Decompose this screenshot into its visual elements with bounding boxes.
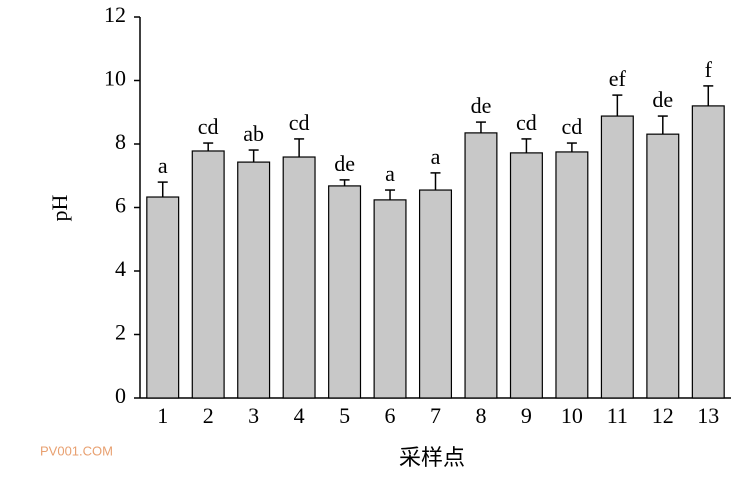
y-tick-label: 6 bbox=[115, 193, 126, 218]
x-tick-label: 7 bbox=[430, 403, 441, 428]
y-tick-label: 4 bbox=[115, 256, 126, 281]
y-axis-label: pH bbox=[47, 194, 72, 221]
significance-letter: cd bbox=[198, 114, 219, 139]
significance-letter: a bbox=[385, 161, 395, 186]
x-tick-label: 8 bbox=[475, 403, 486, 428]
significance-letter: ab bbox=[243, 121, 264, 146]
x-axis-label: 采样点 bbox=[399, 445, 465, 470]
bar bbox=[328, 185, 362, 399]
significance-letter: cd bbox=[289, 110, 310, 135]
bar bbox=[373, 199, 407, 399]
bar bbox=[237, 161, 271, 399]
y-tick-label: 8 bbox=[115, 129, 126, 154]
x-tick-label: 11 bbox=[607, 403, 628, 428]
significance-letter: a bbox=[158, 153, 168, 178]
bar bbox=[509, 152, 543, 399]
y-tick-label: 12 bbox=[104, 2, 126, 27]
y-tick-label: 0 bbox=[115, 383, 126, 408]
significance-letter: de bbox=[652, 87, 673, 112]
bar bbox=[146, 196, 180, 399]
bar bbox=[464, 132, 498, 399]
x-tick-label: 13 bbox=[697, 403, 719, 428]
x-tick-label: 5 bbox=[339, 403, 350, 428]
y-tick-label: 10 bbox=[104, 66, 126, 91]
bar bbox=[646, 133, 680, 399]
bar bbox=[600, 115, 634, 399]
bar bbox=[418, 189, 453, 399]
significance-letter: f bbox=[705, 57, 713, 82]
bar bbox=[691, 105, 725, 399]
x-tick-label: 10 bbox=[561, 403, 583, 428]
x-tick-label: 9 bbox=[521, 403, 532, 428]
x-tick-label: 3 bbox=[248, 403, 259, 428]
x-tick-label: 2 bbox=[203, 403, 214, 428]
significance-letter: cd bbox=[516, 110, 537, 135]
x-tick-label: 1 bbox=[157, 403, 168, 428]
significance-letter: de bbox=[334, 151, 355, 176]
x-tick-label: 6 bbox=[385, 403, 396, 428]
watermark: PV001.COM bbox=[40, 443, 113, 458]
bar bbox=[282, 156, 316, 399]
x-tick-label: 4 bbox=[294, 403, 305, 428]
significance-letter: a bbox=[431, 144, 441, 169]
significance-letter: cd bbox=[562, 114, 583, 139]
significance-letter: de bbox=[471, 93, 492, 118]
y-tick-label: 2 bbox=[115, 320, 126, 345]
bar bbox=[191, 150, 225, 399]
x-tick-label: 12 bbox=[652, 403, 674, 428]
significance-letter: ef bbox=[609, 66, 627, 91]
bar bbox=[555, 151, 589, 399]
